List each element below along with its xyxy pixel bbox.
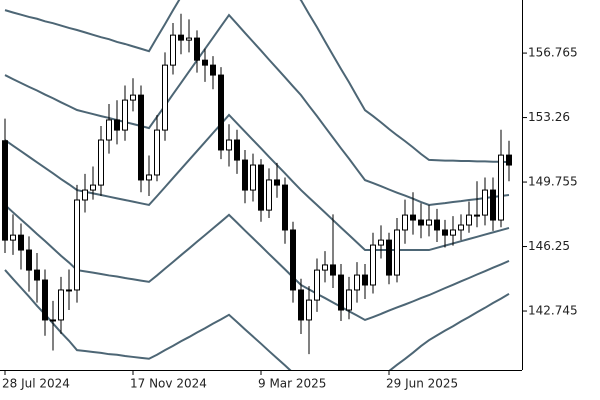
candle-body — [346, 289, 352, 311]
candle-body — [2, 140, 8, 241]
candle-body — [306, 299, 312, 321]
candle-body — [474, 214, 480, 217]
band-line — [4, 13, 510, 206]
band-line — [4, 269, 510, 370]
candle-body — [362, 274, 368, 286]
candle-body — [10, 234, 16, 241]
plot-area — [2, 0, 512, 370]
candle-body — [26, 249, 32, 271]
y-tick-label: 153.26 — [528, 110, 570, 124]
candle-body — [370, 244, 376, 286]
candle-body — [298, 289, 304, 321]
candle-body — [98, 139, 104, 186]
candle-body — [322, 264, 328, 271]
candle-body — [498, 154, 504, 221]
candle-body — [490, 189, 496, 221]
candle-body — [402, 214, 408, 231]
candle-body — [210, 64, 216, 76]
candle-body — [130, 94, 136, 101]
candle-body — [418, 219, 424, 226]
candle-body — [258, 164, 264, 211]
candle-body — [506, 154, 512, 166]
candle-body — [226, 139, 232, 151]
candle-body — [314, 269, 320, 301]
candle-body — [266, 179, 272, 211]
candle-body — [114, 119, 120, 131]
candle-body — [434, 219, 440, 231]
candle-body — [74, 199, 80, 291]
y-tick-label: 149.755 — [528, 175, 578, 189]
candle-body — [58, 289, 64, 321]
x-tick-label: 17 Nov 2024 — [130, 377, 207, 391]
candle-body — [122, 99, 128, 131]
x-tick-label: 28 Jul 2024 — [2, 377, 70, 391]
y-tick-label: 142.745 — [528, 304, 578, 318]
candle-body — [234, 139, 240, 161]
candle-body — [194, 37, 200, 61]
band-line — [4, 113, 510, 252]
candle-body — [146, 174, 152, 181]
candle-body — [34, 269, 40, 281]
candle-body — [82, 189, 88, 201]
candle-body — [394, 229, 400, 276]
x-tick-label: 29 Jun 2025 — [386, 377, 458, 391]
candle-body — [410, 214, 416, 221]
candle-body — [66, 289, 72, 292]
candle-body — [186, 37, 192, 41]
candle-body — [18, 234, 24, 251]
candle-body — [202, 59, 208, 66]
candle-body — [274, 179, 280, 186]
candle-body — [242, 159, 248, 191]
candle-body — [138, 94, 144, 181]
candle-body — [338, 274, 344, 311]
band-line — [4, 204, 510, 322]
candle-body — [378, 239, 384, 246]
y-tick-label: 156.765 — [528, 46, 578, 60]
candle-body — [426, 219, 432, 226]
candle-body — [162, 64, 168, 131]
band-line — [4, 0, 510, 164]
candle-body — [178, 34, 184, 41]
candle-body — [330, 264, 336, 276]
candle-body — [90, 184, 96, 191]
candle-body — [50, 319, 56, 322]
candle-body — [386, 239, 392, 276]
y-tick-label: 146.25 — [528, 239, 570, 253]
candle-body — [42, 279, 48, 321]
x-tick-label: 9 Mar 2025 — [258, 377, 326, 391]
candle-body — [250, 164, 256, 191]
candle-body — [466, 214, 472, 226]
candle-body — [354, 274, 360, 291]
candle-body — [170, 34, 176, 66]
candle-body — [282, 184, 288, 231]
candle-body — [482, 189, 488, 216]
candle-body — [218, 74, 224, 151]
candle-body — [106, 119, 112, 141]
candle-body — [290, 229, 296, 291]
candle-body — [450, 229, 456, 236]
candle-body — [154, 129, 160, 176]
candle-body — [442, 229, 448, 236]
candle-body — [458, 224, 464, 231]
